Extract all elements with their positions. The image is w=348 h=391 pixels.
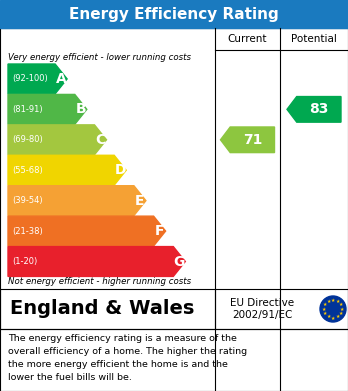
Text: (21-38): (21-38) [12, 226, 43, 235]
Polygon shape [8, 216, 166, 246]
Bar [0, 289, 348, 329]
Text: the more energy efficient the home is and the: the more energy efficient the home is an… [8, 360, 228, 369]
Text: EU Directive
2002/91/EC: EU Directive 2002/91/EC [230, 298, 294, 320]
Polygon shape [8, 155, 126, 185]
Text: ★: ★ [339, 311, 343, 316]
Text: F: F [155, 224, 164, 238]
Text: ★: ★ [323, 302, 327, 307]
Text: D: D [114, 163, 126, 177]
Text: ★: ★ [335, 314, 340, 319]
Text: ★: ★ [331, 298, 335, 303]
Text: Energy Efficiency Rating: Energy Efficiency Rating [69, 7, 279, 22]
Text: B: B [76, 102, 86, 117]
Text: G: G [174, 255, 185, 269]
Text: (81-91): (81-91) [12, 105, 42, 114]
Text: England & Wales: England & Wales [10, 300, 195, 319]
Text: ★: ★ [326, 314, 331, 319]
Text: (1-20): (1-20) [12, 257, 37, 266]
Text: Potential: Potential [291, 34, 337, 44]
Text: lower the fuel bills will be.: lower the fuel bills will be. [8, 373, 132, 382]
Polygon shape [221, 127, 275, 152]
Text: ★: ★ [326, 299, 331, 304]
Text: (39-54): (39-54) [12, 196, 42, 205]
Text: (92-100): (92-100) [12, 74, 48, 83]
Text: A: A [56, 72, 66, 86]
Polygon shape [8, 247, 185, 276]
Polygon shape [8, 125, 106, 155]
Text: ★: ★ [322, 307, 326, 312]
Polygon shape [8, 95, 87, 124]
Text: Current: Current [228, 34, 267, 44]
Text: ★: ★ [335, 299, 340, 304]
Text: C: C [95, 133, 106, 147]
Polygon shape [8, 64, 67, 94]
Text: (69-80): (69-80) [12, 135, 43, 144]
Circle shape [320, 296, 346, 322]
Text: overall efficiency of a home. The higher the rating: overall efficiency of a home. The higher… [8, 347, 247, 356]
Text: ★: ★ [339, 302, 343, 307]
Polygon shape [8, 186, 146, 215]
Text: E: E [135, 194, 145, 208]
Text: 71: 71 [243, 133, 262, 147]
Bar [0, 0, 348, 28]
Text: 83: 83 [309, 102, 329, 117]
Text: ★: ★ [331, 316, 335, 321]
Text: The energy efficiency rating is a measure of the: The energy efficiency rating is a measur… [8, 334, 237, 343]
Text: (55-68): (55-68) [12, 166, 43, 175]
Text: ★: ★ [340, 307, 344, 312]
Text: ★: ★ [323, 311, 327, 316]
Text: Very energy efficient - lower running costs: Very energy efficient - lower running co… [8, 52, 191, 61]
Text: Not energy efficient - higher running costs: Not energy efficient - higher running co… [8, 278, 191, 287]
Polygon shape [287, 97, 341, 122]
